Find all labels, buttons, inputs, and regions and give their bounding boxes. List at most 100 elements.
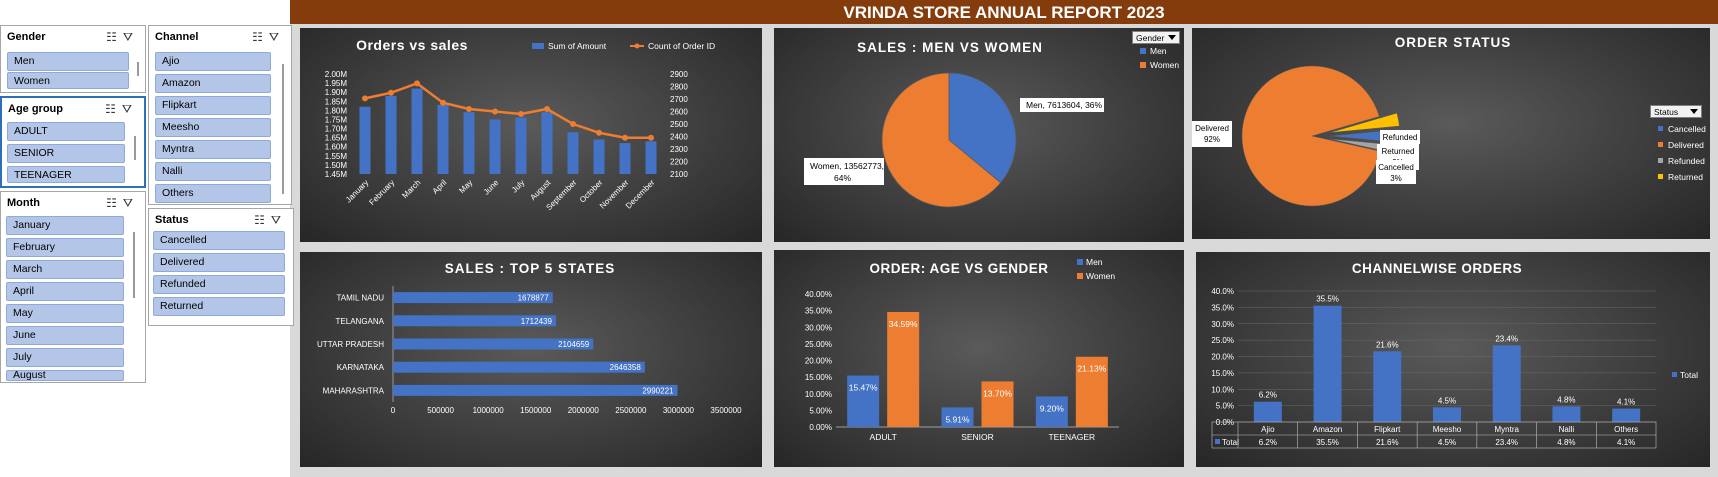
- x-tick-label: June: [482, 178, 501, 197]
- top5-states-panel: SALES : TOP 5 STATES 0 500000 1000000 150000…: [300, 252, 762, 467]
- data-table-value: 4.1%: [1617, 438, 1635, 447]
- data-label-box-refunded: [1380, 130, 1420, 144]
- data-label-box-men: [1020, 98, 1104, 112]
- legend-swatch-men: [1077, 259, 1083, 265]
- chart-title: Orders vs sales: [356, 37, 468, 53]
- legend-swatch-delivered: [1658, 142, 1663, 147]
- month-item-june[interactable]: June: [6, 326, 124, 345]
- month-item-july[interactable]: July: [6, 348, 124, 367]
- data-label-box-women: [804, 158, 884, 185]
- bar-value-label: 4.5%: [1438, 396, 1456, 405]
- y-tick-label: 20.0%: [1211, 353, 1234, 362]
- x-tick-label: 1500000: [520, 406, 552, 415]
- legend-label-women: Women: [1150, 60, 1179, 70]
- x-tick-label: Myntra: [1494, 425, 1519, 434]
- y-tick-label: 15.0%: [1211, 369, 1234, 378]
- y-tick-label: 0.00%: [809, 423, 832, 432]
- x-tick-label: December: [624, 178, 657, 211]
- chevron-down-icon: [1168, 35, 1176, 40]
- bar-women-senior: [981, 381, 1014, 427]
- y-tick-label: TELANGANA: [336, 317, 385, 326]
- x-tick-label: Others: [1614, 425, 1638, 434]
- bar-sales-march: [411, 88, 423, 174]
- data-table-value: 23.4%: [1495, 438, 1518, 447]
- month-item-august[interactable]: August: [6, 370, 124, 381]
- age-item-teenager[interactable]: TEENAGER: [7, 166, 125, 183]
- bar-flipkart: [1373, 351, 1402, 422]
- y-tick-label: 30.0%: [1211, 320, 1234, 329]
- multi-select-icon[interactable]: ☷: [105, 102, 122, 116]
- y-left-tick-label: 1.55M: [325, 152, 348, 161]
- month-item-february[interactable]: February: [6, 238, 124, 257]
- x-tick-label: April: [431, 178, 449, 196]
- bar-sales-february: [385, 95, 397, 174]
- channel-item-ajio[interactable]: Ajio: [155, 52, 271, 71]
- y-tick-label: 15.00%: [805, 373, 832, 382]
- y-tick-label: KARNATAKA: [337, 363, 385, 372]
- orders-point-march: [414, 80, 420, 87]
- bar-sales-april: [437, 104, 449, 174]
- y-left-tick-label: 1.85M: [325, 97, 348, 106]
- legend-swatch-cancelled: [1658, 126, 1663, 131]
- month-scrollbar[interactable]: [133, 232, 135, 298]
- chart-title: ORDER STATUS: [1395, 35, 1512, 50]
- channel-item-flipkart[interactable]: Flipkart: [155, 96, 271, 115]
- status-item-cancelled[interactable]: Cancelled: [153, 231, 285, 250]
- top5-states-chart: SALES : TOP 5 STATES 0 500000 1000000 150000…: [317, 261, 742, 415]
- clear-filter-icon[interactable]: ⛛: [268, 30, 285, 44]
- status-item-refunded[interactable]: Refunded: [153, 275, 285, 294]
- gender-item-men[interactable]: Men: [7, 52, 129, 71]
- orders-point-september: [570, 121, 576, 127]
- pie-slice-women: [881, 72, 1002, 208]
- bar-sales-september: [567, 132, 579, 174]
- gender-filter-dropdown[interactable]: Gender: [1132, 31, 1180, 44]
- channel-scrollbar[interactable]: [282, 64, 284, 194]
- legend-label-men: Men: [1150, 46, 1167, 56]
- clear-filter-icon[interactable]: ⛛: [270, 213, 287, 227]
- clear-filter-icon[interactable]: ⛛: [121, 102, 138, 116]
- bar-women-adult: [887, 311, 920, 427]
- x-tick-label: July: [510, 178, 526, 194]
- channel-item-nalli[interactable]: Nalli: [155, 162, 271, 181]
- x-tick-label: May: [457, 178, 474, 195]
- clear-filter-icon[interactable]: ⛛: [122, 196, 139, 210]
- status-item-delivered[interactable]: Delivered: [153, 253, 285, 272]
- age-group-scrollbar[interactable]: [134, 136, 136, 160]
- bar-meesho: [1433, 407, 1461, 422]
- channel-item-meesho[interactable]: Meesho: [155, 118, 271, 137]
- month-item-january[interactable]: January: [6, 216, 124, 235]
- status-item-returned[interactable]: Returned: [153, 297, 285, 316]
- channel-item-others[interactable]: Others: [155, 184, 271, 203]
- multi-select-icon[interactable]: ☷: [254, 213, 271, 227]
- month-item-april[interactable]: April: [6, 282, 124, 301]
- clear-filter-icon[interactable]: ⛛: [122, 30, 139, 44]
- y-left-tick-label: 1.45M: [325, 170, 348, 179]
- y-left-tick-label: 2.00M: [325, 70, 348, 79]
- bar-nalli: [1552, 406, 1581, 422]
- multi-select-icon[interactable]: ☷: [106, 30, 123, 44]
- sales-men-women-panel: SALES : MEN VS WOMEN Men, 7613604, 36% Wom…: [774, 28, 1184, 242]
- y-left-tick-label: 1.90M: [325, 88, 348, 97]
- bar-value-label: 23.4%: [1495, 334, 1518, 343]
- multi-select-icon[interactable]: ☷: [252, 30, 269, 44]
- y-left-tick-label: 1.65M: [325, 134, 348, 143]
- y-tick-label: 0.0%: [1216, 418, 1234, 427]
- bar-uttar-pradesh: [393, 338, 594, 350]
- channel-item-myntra[interactable]: Myntra: [155, 140, 271, 159]
- channel-item-amazon[interactable]: Amazon: [155, 74, 271, 93]
- status-slicer: Status ☷⛛ Cancelled Delivered Refunded R…: [148, 208, 294, 326]
- month-item-may[interactable]: May: [6, 304, 124, 323]
- month-item-march[interactable]: March: [6, 260, 124, 279]
- multi-select-icon[interactable]: ☷: [106, 196, 123, 210]
- bar-value-label: 5.91%: [945, 414, 970, 424]
- gender-item-women[interactable]: Women: [7, 72, 129, 89]
- status-filter-dropdown[interactable]: Status: [1650, 105, 1702, 118]
- legend-marker-orders: [634, 43, 640, 49]
- age-item-senior[interactable]: SENIOR: [7, 144, 125, 163]
- x-tick-label: 2000000: [568, 406, 600, 415]
- legend-label-men: Men: [1086, 257, 1103, 267]
- order-status-panel: ORDER STATUS Delivered 92% Refunded Returned…: [1192, 28, 1710, 239]
- age-item-adult[interactable]: ADULT: [7, 122, 125, 141]
- bar-sales-december: [645, 141, 657, 174]
- gender-scrollbar[interactable]: [137, 62, 139, 76]
